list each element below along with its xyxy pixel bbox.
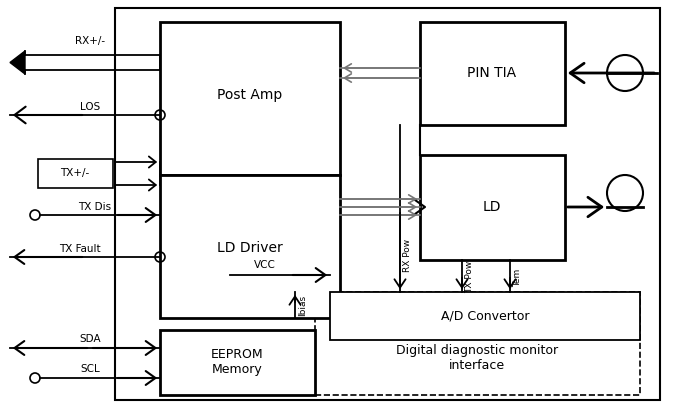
Text: TX Fault: TX Fault bbox=[59, 244, 101, 254]
Polygon shape bbox=[10, 51, 25, 74]
Bar bbox=[160, 175, 340, 318]
Text: PIN TIA: PIN TIA bbox=[467, 66, 517, 80]
Text: TX Dis: TX Dis bbox=[79, 202, 112, 212]
Text: Tem: Tem bbox=[513, 269, 522, 287]
Text: SDA: SDA bbox=[79, 334, 101, 344]
Bar bbox=[330, 292, 640, 340]
Text: EEPROM
Memory: EEPROM Memory bbox=[211, 348, 263, 376]
Text: LD Driver: LD Driver bbox=[217, 241, 283, 255]
Bar bbox=[115, 8, 660, 400]
Bar bbox=[38, 159, 113, 188]
Text: Digital diagnostic monitor
interface: Digital diagnostic monitor interface bbox=[396, 344, 558, 372]
Text: SCL: SCL bbox=[80, 364, 100, 374]
Text: LD: LD bbox=[483, 200, 501, 214]
Text: A/D Convertor: A/D Convertor bbox=[441, 309, 529, 322]
Text: Post Amp: Post Amp bbox=[217, 88, 282, 102]
Text: TX+/-: TX+/- bbox=[60, 168, 89, 178]
Text: LOS: LOS bbox=[80, 102, 100, 112]
Text: VCC: VCC bbox=[254, 260, 276, 270]
Text: RX Pow: RX Pow bbox=[403, 239, 412, 271]
Bar bbox=[160, 330, 315, 395]
Text: TX Pow: TX Pow bbox=[465, 261, 474, 293]
Text: Ibias: Ibias bbox=[298, 294, 307, 316]
Bar bbox=[420, 22, 565, 125]
Bar bbox=[160, 22, 340, 175]
Bar bbox=[420, 155, 565, 260]
Bar bbox=[315, 292, 640, 395]
Text: RX+/-: RX+/- bbox=[75, 36, 105, 46]
